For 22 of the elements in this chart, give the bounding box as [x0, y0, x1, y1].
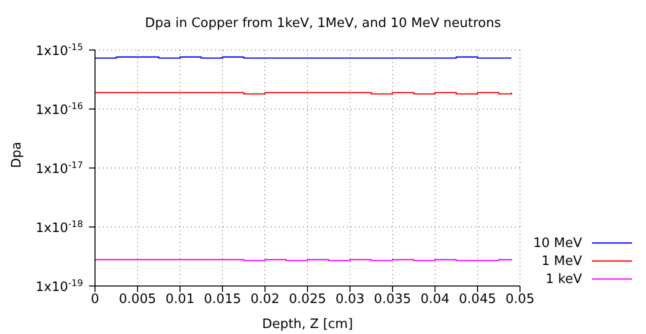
y-tick-label: 1x10$^{-15}$: [36, 43, 83, 59]
y-tick-label: 1x10$^{-19}$: [36, 279, 84, 295]
legend-label: 1 keV: [546, 272, 582, 286]
x-tick-label: 0.01: [166, 292, 194, 308]
chart-title: Dpa in Copper from 1keV, 1MeV, and 10 MeV neutrons: [144, 16, 502, 31]
y-tick-label: 1x10$^{-18}$: [36, 220, 84, 236]
y-axis-title: Dpa: [10, 142, 25, 168]
x-tick-label: 0.035: [374, 292, 412, 308]
x-tick-label: 0.025: [288, 292, 326, 308]
x-tick-label: 0.02: [250, 292, 280, 308]
x-tick-label: 0: [90, 292, 100, 308]
x-tick-label: 0.015: [204, 292, 242, 308]
y-tick-label: 1x10$^{-17}$: [36, 161, 84, 177]
y-tick-label: 1x10$^{-16}$: [36, 102, 84, 118]
x-tick-label: 0.03: [336, 292, 364, 308]
legend-label: 1 MeV: [541, 254, 582, 268]
x-tick-label: 0.05: [506, 292, 534, 308]
x-axis-title: Depth, Z [cm]: [262, 317, 353, 332]
x-tick-label: 0.005: [118, 292, 156, 308]
x-tick-label: 0.04: [420, 292, 450, 308]
x-tick-label: 0.045: [458, 292, 496, 308]
legend-label: 10 MeV: [533, 236, 582, 250]
